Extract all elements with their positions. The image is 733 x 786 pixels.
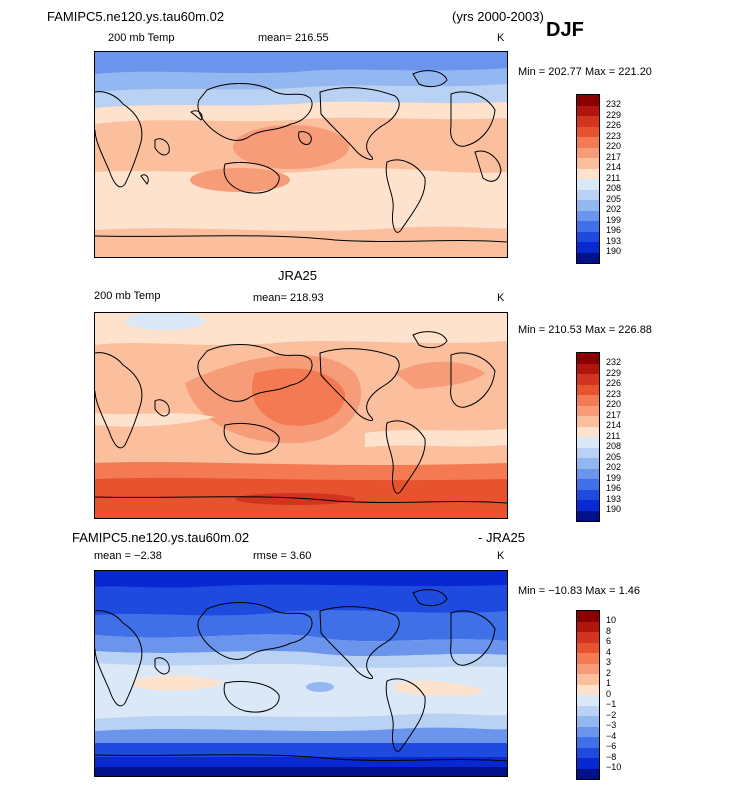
panel2-level: 214 (606, 420, 622, 430)
panel1-level: 208 (606, 183, 622, 193)
panel1-level: 223 (606, 130, 622, 141)
panel3-level: 1 (606, 678, 612, 688)
panel2-colorbar-labels: 232 229 226 223 220 217 214 211 208 205 … (606, 357, 621, 515)
panel3-level: 2 (606, 667, 612, 678)
panel1-level: 196 (606, 225, 622, 235)
panel3-level: −4 (606, 730, 617, 741)
panel3-level: −3 (606, 720, 617, 730)
panel2-level: 208 (606, 441, 622, 451)
panel2-level: 232 (606, 357, 622, 367)
panel1-level: 226 (606, 120, 622, 130)
panel1-level: 190 (606, 246, 622, 256)
panel2-level: 193 (606, 493, 622, 504)
panel3-level: −8 (606, 751, 617, 762)
panel3-level: 8 (606, 625, 612, 636)
panel3-level: 0 (606, 688, 612, 699)
panel1-level: 193 (606, 235, 622, 246)
panel2-variable: 200 mb Temp (94, 290, 161, 302)
panel2-level: 202 (606, 462, 622, 472)
panel2-title: JRA25 (278, 268, 318, 283)
panel3-map (94, 570, 508, 777)
panel1-level: 211 (606, 172, 621, 183)
panel1-level: 232 (606, 99, 622, 109)
panel3-level: −10 (606, 762, 622, 772)
panel2-level: 190 (606, 504, 622, 514)
panel3-colorbar (576, 610, 600, 780)
panel1-level: 202 (606, 204, 622, 214)
panel3-level: −6 (606, 741, 617, 751)
panel2-level: 217 (606, 409, 622, 420)
panel1-level: 229 (606, 109, 622, 120)
panel1-variable: 200 mb Temp (108, 32, 175, 44)
panel2-map (94, 312, 508, 519)
panel2-minmax: Min = 210.53 Max = 226.88 (518, 324, 652, 336)
panel1-level: 199 (606, 214, 622, 225)
panel1-colorbar-labels: 232 229 226 223 220 217 214 211 208 205 … (606, 99, 621, 257)
case-title: FAMIPC5.ne120.ys.tau60m.02 (47, 9, 225, 24)
panel3-level: 4 (606, 646, 612, 657)
panel2-level: 211 (606, 430, 621, 441)
panel1-level: 214 (606, 162, 622, 172)
panel3-minmax: Min = −10.83 Max = 1.46 (518, 585, 640, 597)
panel2-level: 220 (606, 399, 622, 409)
panel2-level: 226 (606, 378, 622, 388)
panel1-minmax: Min = 202.77 Max = 221.20 (518, 66, 652, 78)
panel3-title-right: - JRA25 (478, 530, 525, 545)
panel2-level: 205 (606, 451, 622, 462)
panel3-unit: K (497, 550, 505, 562)
panel1-level: 217 (606, 151, 622, 162)
panel2-unit: K (497, 292, 505, 304)
panel3-level: 3 (606, 657, 612, 667)
panel2-mean: mean= 218.93 (253, 292, 324, 304)
panel3-level: −1 (606, 699, 617, 709)
panel3-level: 6 (606, 636, 612, 646)
panel2-level: 196 (606, 483, 622, 493)
panel1-level: 205 (606, 193, 622, 204)
panel3-colorbar-labels: 10 8 6 4 3 2 1 0 −1 −2 −3 −4 −6 −8 −10 (606, 615, 621, 773)
season-label: DJF (546, 19, 584, 41)
panel2-level: 199 (606, 472, 622, 483)
panel2-colorbar (576, 352, 600, 522)
panel1-mean: mean= 216.55 (258, 32, 329, 44)
panel3-mean: mean = −2.38 (94, 550, 162, 562)
panel3-level: −2 (606, 709, 617, 720)
panel3-title-left: FAMIPC5.ne120.ys.tau60m.02 (72, 530, 250, 545)
panel3-level: 10 (606, 615, 617, 625)
panel1-colorbar (576, 94, 600, 264)
years-label: (yrs 2000-2003) (452, 9, 544, 24)
panel3-rmse: rmse = 3.60 (253, 550, 312, 562)
panel1-unit: K (497, 32, 505, 44)
panel1-level: 220 (606, 141, 622, 151)
panel2-level: 223 (606, 388, 622, 399)
panel1-map (94, 51, 508, 258)
panel2-level: 229 (606, 367, 622, 378)
